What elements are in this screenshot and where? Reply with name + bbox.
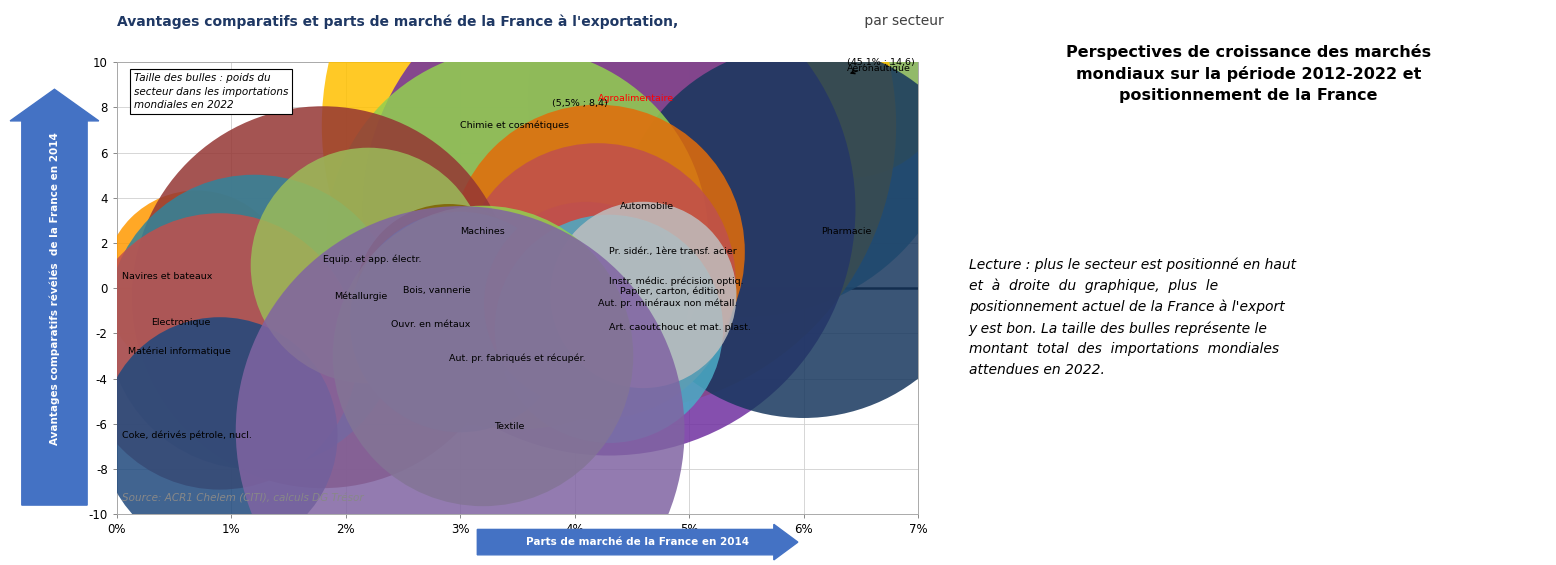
Text: Instr. médic. précision optiq.: Instr. médic. précision optiq. [608, 277, 744, 286]
Text: Source: ACR1 Chelem (CITI), calculs DG Trésor: Source: ACR1 Chelem (CITI), calculs DG T… [123, 493, 364, 503]
Text: Bois, vannerie: Bois, vannerie [403, 286, 470, 295]
Text: Aut. pr. fabriqués et récupér.: Aut. pr. fabriqués et récupér. [448, 354, 585, 363]
Text: Chimie et cosmétiques: Chimie et cosmétiques [461, 121, 569, 130]
Text: Lecture : plus le secteur est positionné en haut
et  à  droite  du  graphique,  : Lecture : plus le secteur est positionné… [968, 257, 1296, 377]
Text: Taille des bulles : poids du
secteur dans les importations
mondiales en 2022: Taille des bulles : poids du secteur dan… [134, 73, 288, 110]
Point [448, 318, 473, 327]
Point [585, 277, 610, 286]
Text: Matériel informatique: Matériel informatique [128, 347, 230, 356]
Text: Textile: Textile [495, 421, 524, 431]
FancyArrow shape [11, 89, 98, 505]
Text: Machines: Machines [461, 227, 504, 236]
Point [596, 121, 621, 130]
Text: Parts de marché de la France en 2014: Parts de marché de la France en 2014 [526, 537, 748, 547]
Point [356, 261, 381, 270]
Text: Avantages comparatifs et parts de marché de la France à l'exportation,: Avantages comparatifs et parts de marché… [117, 14, 678, 29]
Text: Navires et bateaux: Navires et bateaux [123, 272, 213, 281]
Text: Papier, carton, édition: Papier, carton, édition [621, 287, 725, 296]
Text: Avantages comparatifs révélés  de la France en 2014: Avantages comparatifs révélés de la Fran… [50, 132, 59, 445]
Text: (5,5% ; 8,4): (5,5% ; 8,4) [552, 99, 607, 108]
Text: Perspectives de croissance des marchés
mondiaux sur la période 2012-2022 et
posi: Perspectives de croissance des marchés m… [1066, 44, 1432, 103]
Text: Art. caoutchouc et mat. plast.: Art. caoutchouc et mat. plast. [608, 323, 752, 332]
Text: Pr. sidér., 1ère transf. acier: Pr. sidér., 1ère transf. acier [608, 247, 736, 257]
Text: (45,1% ; 14,6): (45,1% ; 14,6) [846, 58, 915, 73]
Point [207, 347, 232, 356]
Point [630, 290, 655, 299]
Text: Ouvr. en métaux: Ouvr. en métaux [392, 320, 471, 329]
Text: Electronique: Electronique [151, 318, 210, 327]
Text: Métallurgie: Métallurgie [335, 292, 387, 301]
Text: Aut. pr. minéraux non métall.: Aut. pr. minéraux non métall. [598, 298, 738, 307]
Point [837, 71, 862, 80]
Point [596, 205, 621, 214]
Point [734, 94, 759, 103]
Point [574, 299, 599, 308]
Text: par secteur: par secteur [860, 14, 944, 28]
Text: Pharmacie: Pharmacie [820, 227, 871, 236]
Text: Agroalimentaire: Agroalimentaire [598, 94, 674, 103]
Text: Coke, dérivés pétrole, nucl.: Coke, dérivés pétrole, nucl. [123, 431, 252, 440]
Point [504, 234, 529, 243]
Point [585, 247, 610, 257]
Point [184, 279, 209, 288]
Point [470, 351, 495, 360]
FancyArrow shape [478, 524, 798, 560]
Text: Automobile: Automobile [621, 202, 674, 211]
Point [207, 431, 232, 440]
Text: Aéronautique: Aéronautique [846, 63, 910, 72]
Point [448, 426, 473, 435]
Point [310, 293, 335, 302]
Text: Equip. et app. électr.: Equip. et app. électr. [322, 254, 422, 263]
Point [241, 318, 266, 327]
Point [436, 293, 461, 302]
Point [790, 227, 815, 236]
Point [596, 324, 621, 333]
